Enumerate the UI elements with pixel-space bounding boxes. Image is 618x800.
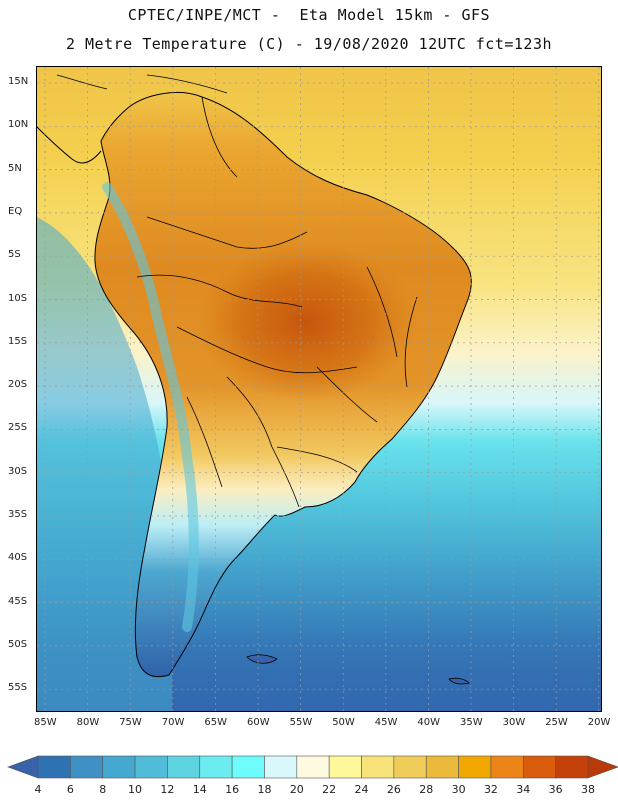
country-borders [136, 96, 418, 508]
legend-color-box [70, 755, 104, 779]
lon-label: 30W [502, 717, 526, 728]
lon-label: 40W [417, 717, 441, 728]
legend-tick: 24 [354, 783, 369, 796]
andes-ridge [102, 182, 199, 632]
legend-color-box [264, 755, 298, 779]
legend-color-box [393, 755, 427, 779]
legend-tick: 30 [451, 783, 466, 796]
legend-color-box [231, 755, 265, 779]
lon-label: 75W [119, 717, 142, 728]
legend-tick: 20 [289, 783, 304, 796]
legend-tick: 14 [192, 783, 207, 796]
caribbean-islands [56, 74, 228, 94]
central-america-coast [37, 126, 102, 164]
heat-core [197, 242, 417, 402]
legend-tick: 6 [66, 783, 74, 796]
color-scale-legend [7, 755, 618, 779]
title-line-1: CPTEC/INPE/MCT - Eta Model 15km - GFS [127, 6, 491, 24]
legend-tick: 34 [516, 783, 531, 796]
legend-color-box [490, 755, 524, 779]
legend-tick: 12 [160, 783, 175, 796]
legend-tick: 38 [581, 783, 595, 796]
legend-tick: 16 [225, 783, 240, 796]
title-line-2: 2 Metre Temperature (C) - 19/08/2020 12U… [65, 35, 553, 53]
legend-tick: 36 [548, 783, 563, 796]
legend-arrow-high [587, 755, 618, 779]
lon-label: 70W [161, 717, 185, 728]
lon-label: 65W [204, 717, 228, 728]
lat-label: 5S [8, 249, 21, 261]
legend-color-box [425, 755, 459, 779]
legend-arrow-low [7, 755, 39, 779]
lon-label: 20W [587, 717, 611, 728]
legend-color-box [361, 755, 395, 779]
lon-label: 80W [76, 717, 100, 728]
lat-label: 40S [8, 552, 28, 564]
lon-label: 55W [289, 717, 313, 728]
legend-color-box [458, 755, 492, 779]
legend-tick: 18 [257, 783, 272, 796]
lon-label: 25W [545, 717, 568, 728]
lon-label: 45W [374, 717, 398, 728]
lon-label: 35W [460, 717, 483, 728]
lat-label: 10N [8, 119, 29, 131]
legend-tick: 10 [128, 783, 143, 796]
legend-tick: 26 [386, 783, 401, 796]
lat-label: 25S [8, 422, 28, 434]
legend-color-box [522, 755, 556, 779]
lat-lon-grid [37, 67, 601, 711]
legend-color-box [296, 755, 330, 779]
legend-tick: 22 [322, 783, 337, 796]
legend-color-box [37, 755, 71, 779]
legend-tick: 8 [99, 783, 107, 796]
lon-label: 85W [34, 717, 57, 728]
lon-label: 50W [332, 717, 355, 728]
lat-label: 10S [8, 292, 28, 304]
legend-tick: 4 [34, 783, 42, 796]
legend-color-box [102, 755, 136, 779]
south-georgia [448, 677, 470, 685]
lat-label: 5N [8, 162, 22, 174]
legend-color-box [328, 755, 362, 779]
legend-tick: 28 [419, 783, 434, 796]
lat-label: 15N [8, 76, 29, 87]
lat-label: 55S [8, 682, 28, 694]
legend-color-box [134, 755, 168, 779]
lat-label: EQ [8, 205, 23, 217]
legend-color-box [555, 755, 589, 779]
map-canvas [37, 67, 601, 711]
temperature-map [36, 66, 602, 712]
lat-label: 20S [8, 379, 28, 391]
lat-label: 30S [8, 465, 28, 477]
legend-color-box [167, 755, 201, 779]
lon-label: 60W [247, 717, 270, 728]
legend-tick: 32 [483, 783, 498, 796]
lat-label: 35S [8, 509, 28, 520]
falkland-islands [246, 654, 278, 664]
lat-label: 45S [8, 595, 28, 607]
lat-label: 50S [8, 638, 28, 650]
lat-label: 15S [8, 335, 28, 347]
legend-color-box [199, 755, 233, 779]
